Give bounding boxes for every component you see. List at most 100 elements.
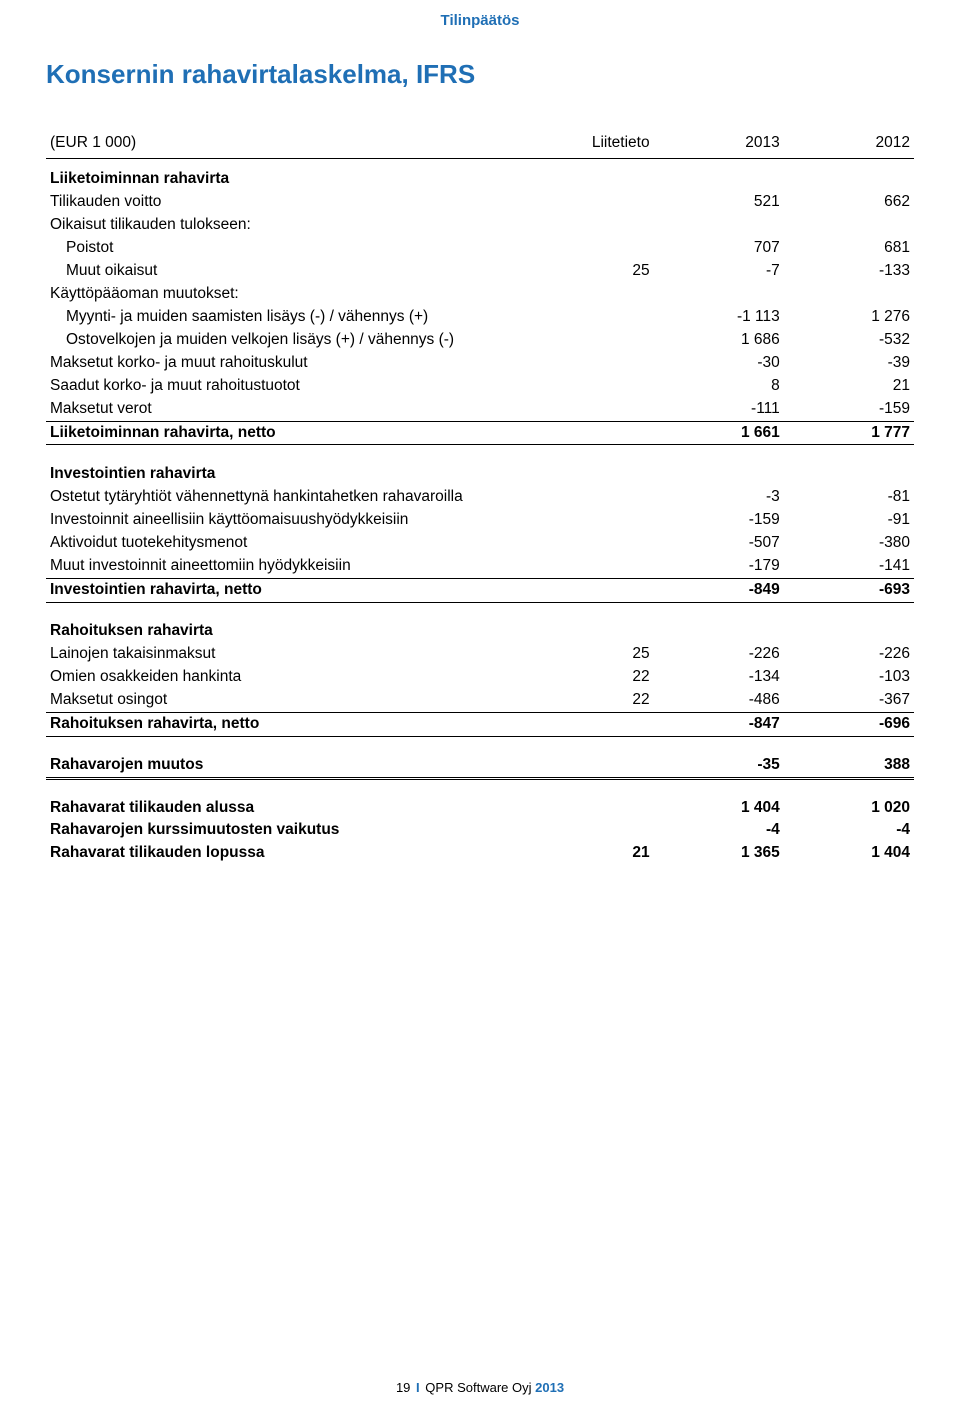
closing-row-y2: -4 xyxy=(784,819,914,842)
table-row-y1: -30 xyxy=(654,352,784,375)
 xyxy=(575,578,653,602)
table-row-label: Tilikauden voitto xyxy=(46,191,575,214)
table-row-y1: 1 686 xyxy=(654,329,784,352)
table-row-label: Lainojen takaisinmaksut xyxy=(46,643,575,666)
table-row-y2: -103 xyxy=(784,666,914,689)
table-row-note: 25 xyxy=(575,260,653,283)
table-row-y2: 681 xyxy=(784,237,914,260)
table-row-y1: 8 xyxy=(654,375,784,398)
table-row-y1: 707 xyxy=(654,237,784,260)
table-row-y2: -159 xyxy=(784,398,914,421)
table-row-label: Maksetut osingot xyxy=(46,689,575,712)
total-investing-y1: -849 xyxy=(654,578,784,602)
table-row-y2: -81 xyxy=(784,486,914,509)
footer-year: 2013 xyxy=(535,1380,564,1395)
table-row-note: 22 xyxy=(575,666,653,689)
change-cash-y2: 388 xyxy=(784,754,914,778)
table-row-note xyxy=(575,352,653,375)
table-row-y2: 1 276 xyxy=(784,306,914,329)
table-row-note xyxy=(575,237,653,260)
table-row-y1: -111 xyxy=(654,398,784,421)
table-row-y2: -141 xyxy=(784,555,914,578)
table-row-y1: 521 xyxy=(654,191,784,214)
table-row-y2: -226 xyxy=(784,643,914,666)
table-row-y1: -179 xyxy=(654,555,784,578)
table-row-y1 xyxy=(654,214,784,237)
table-row-note xyxy=(575,532,653,555)
breadcrumb: Tilinpäätös xyxy=(46,12,914,29)
total-financing-y2: -696 xyxy=(784,712,914,736)
table-row-y1: -1 113 xyxy=(654,306,784,329)
table-row-y1: -507 xyxy=(654,532,784,555)
col-note: Liitetieto xyxy=(575,132,653,158)
table-row-note xyxy=(575,398,653,421)
table-row-label: Omien osakkeiden hankinta xyxy=(46,666,575,689)
 xyxy=(575,421,653,445)
table-row-y1: -7 xyxy=(654,260,784,283)
table-row-y1: -159 xyxy=(654,509,784,532)
closing-row-label: Rahavarojen kurssimuutosten vaikutus xyxy=(46,819,575,842)
table-row-label: Investoinnit aineellisiin käyttöomaisuus… xyxy=(46,509,575,532)
table-row-label: Myynti- ja muiden saamisten lisäys (-) /… xyxy=(46,306,575,329)
page-title: Konsernin rahavirtalaskelma, IFRS xyxy=(46,59,914,90)
table-row-label: Ostovelkojen ja muiden velkojen lisäys (… xyxy=(46,329,575,352)
table-row-label: Maksetut verot xyxy=(46,398,575,421)
total-financing-label: Rahoituksen rahavirta, netto xyxy=(46,712,575,736)
footer-company: QPR Software Oyj xyxy=(425,1380,531,1395)
closing-row-note xyxy=(575,819,653,842)
 xyxy=(575,620,653,643)
table-row-note xyxy=(575,486,653,509)
page-footer: 19 I QPR Software Oyj 2013 xyxy=(0,1380,960,1395)
 xyxy=(654,168,784,191)
table-row-y1: -134 xyxy=(654,666,784,689)
closing-row-note xyxy=(575,797,653,820)
table-row-note: 25 xyxy=(575,643,653,666)
table-row-note xyxy=(575,214,653,237)
table-row-label: Maksetut korko- ja muut rahoituskulut xyxy=(46,352,575,375)
col-y1: 2013 xyxy=(654,132,784,158)
col-unit: (EUR 1 000) xyxy=(46,132,575,158)
table-row-note xyxy=(575,283,653,306)
 xyxy=(575,754,653,778)
table-row-label: Muut oikaisut xyxy=(46,260,575,283)
table-row-label: Aktivoidut tuotekehitysmenot xyxy=(46,532,575,555)
closing-row-y2: 1 020 xyxy=(784,797,914,820)
table-row-y2: -532 xyxy=(784,329,914,352)
total-financing-y1: -847 xyxy=(654,712,784,736)
total-operating-label: Liiketoiminnan rahavirta, netto xyxy=(46,421,575,445)
closing-row-y1: 1 404 xyxy=(654,797,784,820)
table-row-y2: -91 xyxy=(784,509,914,532)
table-row-y1 xyxy=(654,283,784,306)
table-row-label: Ostetut tytäryhtiöt vähennettynä hankint… xyxy=(46,486,575,509)
section-financing: Rahoituksen rahavirta xyxy=(46,620,575,643)
table-row-y2: -380 xyxy=(784,532,914,555)
closing-row-y1: 1 365 xyxy=(654,842,784,865)
closing-row-y1: -4 xyxy=(654,819,784,842)
 xyxy=(654,463,784,486)
 xyxy=(575,712,653,736)
table-row-y2: -133 xyxy=(784,260,914,283)
 xyxy=(784,463,914,486)
table-row-label: Poistot xyxy=(46,237,575,260)
table-row-y1: -486 xyxy=(654,689,784,712)
closing-row-label: Rahavarat tilikauden alussa xyxy=(46,797,575,820)
section-operating: Liiketoiminnan rahavirta xyxy=(46,168,575,191)
table-row-label: Muut investoinnit aineettomiin hyödykkei… xyxy=(46,555,575,578)
table-row-y2: 21 xyxy=(784,375,914,398)
total-operating-y1: 1 661 xyxy=(654,421,784,445)
table-row-y2 xyxy=(784,283,914,306)
table-row-note xyxy=(575,555,653,578)
closing-row-label: Rahavarat tilikauden lopussa xyxy=(46,842,575,865)
change-cash-label: Rahavarojen muutos xyxy=(46,754,575,778)
page: Tilinpäätös Konsernin rahavirtalaskelma,… xyxy=(0,0,960,1415)
 xyxy=(784,620,914,643)
table-row-y2: 662 xyxy=(784,191,914,214)
 xyxy=(575,463,653,486)
table-row-y2: -39 xyxy=(784,352,914,375)
table-row-note xyxy=(575,329,653,352)
total-operating-y2: 1 777 xyxy=(784,421,914,445)
table-row-note: 22 xyxy=(575,689,653,712)
section-investing: Investointien rahavirta xyxy=(46,463,575,486)
table-row-y2 xyxy=(784,214,914,237)
 xyxy=(654,620,784,643)
